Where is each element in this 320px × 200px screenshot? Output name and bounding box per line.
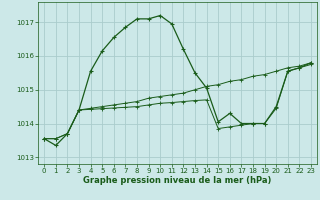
X-axis label: Graphe pression niveau de la mer (hPa): Graphe pression niveau de la mer (hPa) <box>84 176 272 185</box>
